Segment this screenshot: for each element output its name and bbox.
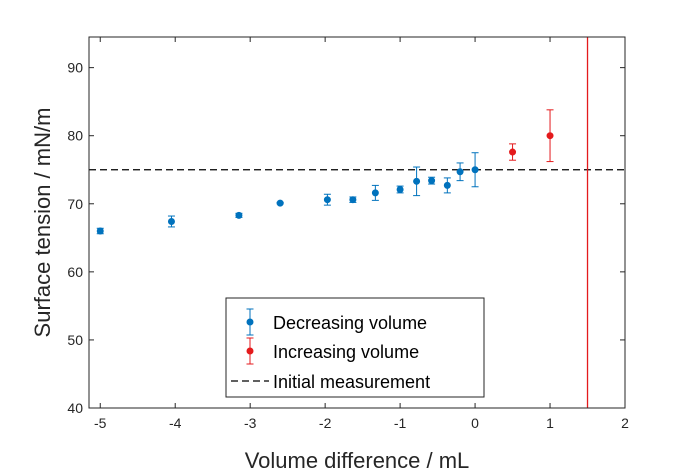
y-tick-label: 40 — [67, 400, 83, 416]
x-tick-label: -4 — [169, 415, 182, 431]
y-tick-label: 50 — [67, 332, 83, 348]
legend-marker — [246, 347, 254, 355]
legend-label: Initial measurement — [273, 372, 430, 392]
data-point — [413, 177, 421, 185]
x-tick-label: -2 — [319, 415, 332, 431]
x-tick-label: -5 — [94, 415, 107, 431]
data-point — [349, 196, 357, 204]
data-point — [276, 199, 284, 207]
legend: Decreasing volume Increasing volume Initia… — [225, 297, 485, 398]
data-point — [471, 166, 479, 174]
y-tick-label: 70 — [67, 196, 83, 212]
data-point — [509, 148, 517, 156]
y-tick-label: 90 — [67, 60, 83, 76]
legend-entry: Initial measurement — [231, 372, 430, 392]
y-tick-label: 80 — [67, 128, 83, 144]
axes: -5 -4 -3 -2 -1 0 1 2 40 50 60 70 80 90 — [67, 36, 629, 431]
data-point — [546, 132, 554, 140]
legend-marker — [246, 318, 254, 326]
legend-label: Increasing volume — [273, 342, 419, 362]
legend-entry: Increasing volume — [246, 337, 419, 365]
data-point — [456, 168, 464, 176]
x-tick-label: 2 — [621, 415, 629, 431]
legend-entry: Decreasing volume — [246, 308, 427, 336]
data-point — [396, 185, 404, 193]
reference-lines — [89, 37, 625, 408]
y-axis-label: Surface tension / mN/m — [30, 108, 55, 338]
x-tick-label: -1 — [394, 415, 407, 431]
data-point — [371, 189, 379, 197]
y-tick-label: 60 — [67, 264, 83, 280]
data-point — [235, 211, 243, 219]
data-point — [443, 181, 451, 189]
data-point — [323, 196, 331, 204]
x-tick-label: 0 — [471, 415, 479, 431]
data-point — [167, 217, 175, 225]
data-point — [428, 177, 436, 185]
series-decreasing-volume — [96, 152, 479, 235]
x-tick-label: 1 — [546, 415, 554, 431]
x-axis-label: Volume difference / mL — [245, 448, 470, 473]
data-points — [96, 109, 554, 235]
data-point — [96, 227, 104, 235]
legend-label: Decreasing volume — [273, 313, 427, 333]
axes-box — [88, 36, 626, 409]
series-increasing-volume — [509, 109, 554, 163]
x-tick-label: -3 — [244, 415, 257, 431]
